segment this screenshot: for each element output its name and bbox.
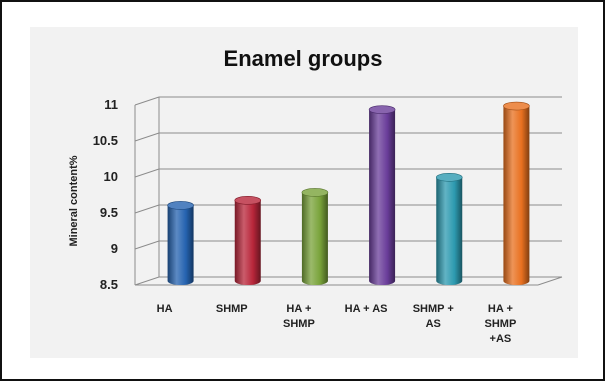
bar-top [167,201,194,210]
side-gridline [134,132,160,142]
side-gridline [134,168,160,178]
y-tick-label: 10 [104,169,118,184]
floor-edge [537,276,563,286]
bar-2 [234,196,262,285]
bar-body [234,200,261,285]
y-tick-label: 11 [104,97,118,112]
x-tick-label: HA + SHMP +AS [485,303,517,345]
bar-body [503,106,530,285]
bar-body [436,177,463,285]
bar-6 [503,101,530,285]
x-tick-label: SHMP + AS [413,303,454,330]
bar-5 [435,173,463,285]
bar-body [167,205,194,285]
bar-top [234,196,262,205]
x-tick-label: HA [157,303,173,315]
y-tick-label: 8.5 [100,277,118,292]
x-tick-label: SHMP [216,303,248,315]
bars [167,101,530,285]
y-tick-label: 10.5 [93,133,118,148]
side-gridline [134,96,160,106]
x-tick-label: HA + AS [345,303,388,315]
x-tick-label: HA + SHMP [283,303,315,330]
bar-1 [167,201,194,285]
bar-top [503,101,530,111]
side-gridline [134,240,160,250]
y-axis-label: Mineral content% [68,155,80,246]
y-tick-label: 9.5 [100,205,118,220]
bar-body [369,109,396,285]
bar-top [301,188,329,197]
x-tick-labels: HA SHMP HA + SHMP HA + AS SHMP + AS HA + SHMP +AS [157,303,517,345]
bar-4 [368,105,396,285]
y-tick-labels: 8.5 9 9.5 10 10.5 11 [93,97,118,292]
side-gridline [134,276,160,286]
bar-top [435,173,463,182]
bar-3 [301,188,329,285]
y-tick-label: 9 [111,241,118,256]
chart-title: Enamel groups [224,46,383,71]
bar-top [368,105,396,114]
chart-grid [134,96,563,286]
bar-body [301,192,328,285]
side-gridline [134,204,160,214]
